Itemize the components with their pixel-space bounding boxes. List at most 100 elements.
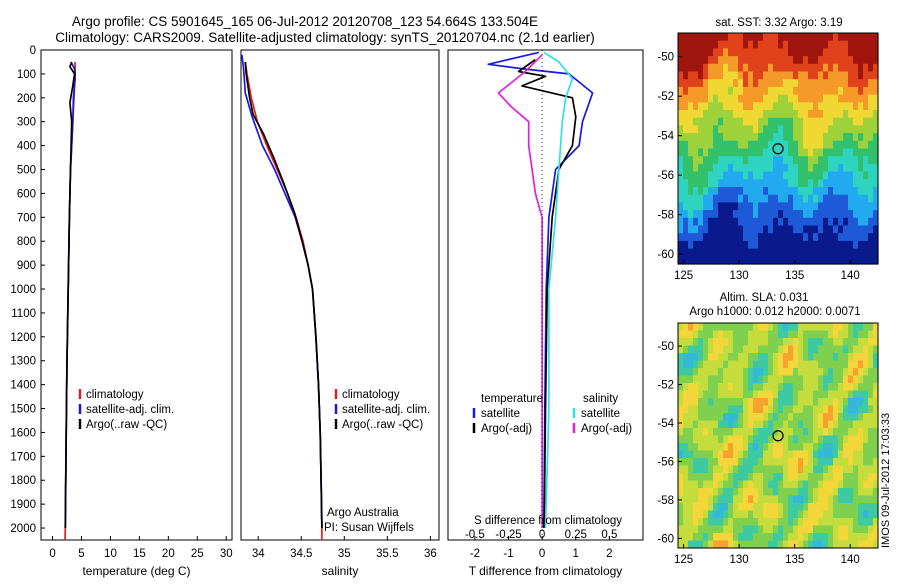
map-cell [843,40,849,49]
map-cell [853,330,859,339]
map-cell [688,94,694,103]
map-cell [688,450,694,459]
map-cell [843,450,849,459]
map-cell [738,94,744,103]
map-cell [743,360,749,369]
map-cell [753,133,759,142]
map-cell [868,510,874,519]
map-cell [818,533,824,542]
map-cell [813,140,819,150]
map-cell [683,163,689,173]
map-cell [798,240,804,250]
map-cell [718,390,724,399]
map-cell [743,86,749,96]
map-cell [808,390,814,399]
map-cell [863,525,869,534]
map-cell [683,202,689,211]
map-cell [873,86,879,96]
map-cell [748,56,754,65]
map-cell [738,495,744,504]
map-cell [763,345,769,354]
map-cell [773,48,779,57]
map-cell [813,248,819,257]
map-y-tick-label: -60 [657,249,674,261]
map-cell [738,465,744,474]
map-cell [773,390,779,399]
map-cell [783,233,789,242]
map-cell [743,473,749,482]
map-cell [818,450,824,459]
map-cell [783,443,789,452]
map-cell [723,338,729,347]
map-cell [758,210,764,219]
map-cell [808,345,814,354]
map-cell [823,330,829,339]
map-cell [743,413,749,422]
map-cell [803,140,809,150]
map-cell [783,495,789,504]
map-cell [728,533,734,542]
map-cell [798,40,804,49]
map-cell [693,413,699,422]
map-cell [858,248,864,257]
map-cell [798,225,804,234]
map-cell [758,405,764,414]
map-cell [748,413,754,422]
map-cell [688,156,694,165]
map-cell [783,338,789,347]
map-cell [813,398,819,407]
map-cell [833,71,839,80]
map-cell [833,179,839,188]
map-cell [838,256,844,265]
map-cell [708,420,714,429]
map-cell [743,428,749,437]
map-cell [838,48,844,57]
map-cell [803,102,809,111]
map-cell [783,110,789,119]
map-cell [738,171,744,180]
map-cell [758,435,764,444]
map-cell [818,413,824,422]
figure-title-line2: Climatology: CARS2009. Satellite-adjuste… [55,30,595,45]
map-cell [708,450,714,459]
map-cell [843,413,849,422]
map-cell [713,40,719,49]
map-cell [788,345,794,354]
map-cell [853,398,859,407]
map-x-tick-label: 135 [785,270,804,282]
map-cell [753,488,759,497]
map-cell [733,368,739,377]
map-cell [748,102,754,111]
map-cell [803,110,809,119]
map-cell [813,117,819,126]
map-y-tick-label: -50 [657,341,674,353]
map-cell [753,48,759,57]
map-cell [848,163,854,173]
map-cell [688,240,694,250]
map-cell [763,156,769,165]
map-cell [853,540,859,549]
map-cell [793,525,799,534]
x-tick-label: 25 [191,548,204,560]
map-cell [833,330,839,339]
map-cell [813,488,819,497]
map-cell [748,540,754,549]
map-cell [843,510,849,519]
map-cell [713,248,719,257]
map-cell [863,413,869,422]
map-cell [703,217,709,227]
map-cell [853,187,859,196]
map-cell [858,450,864,459]
map-cell [758,225,764,234]
map-cell [858,179,864,188]
map-cell [713,458,719,467]
map-cell [823,33,829,42]
map-cell [748,383,754,392]
map-cell [728,473,734,482]
map-cell [853,353,859,362]
map-cell [768,518,774,527]
map-cell [873,56,879,65]
map-cell [833,210,839,219]
map-cell [828,110,834,119]
